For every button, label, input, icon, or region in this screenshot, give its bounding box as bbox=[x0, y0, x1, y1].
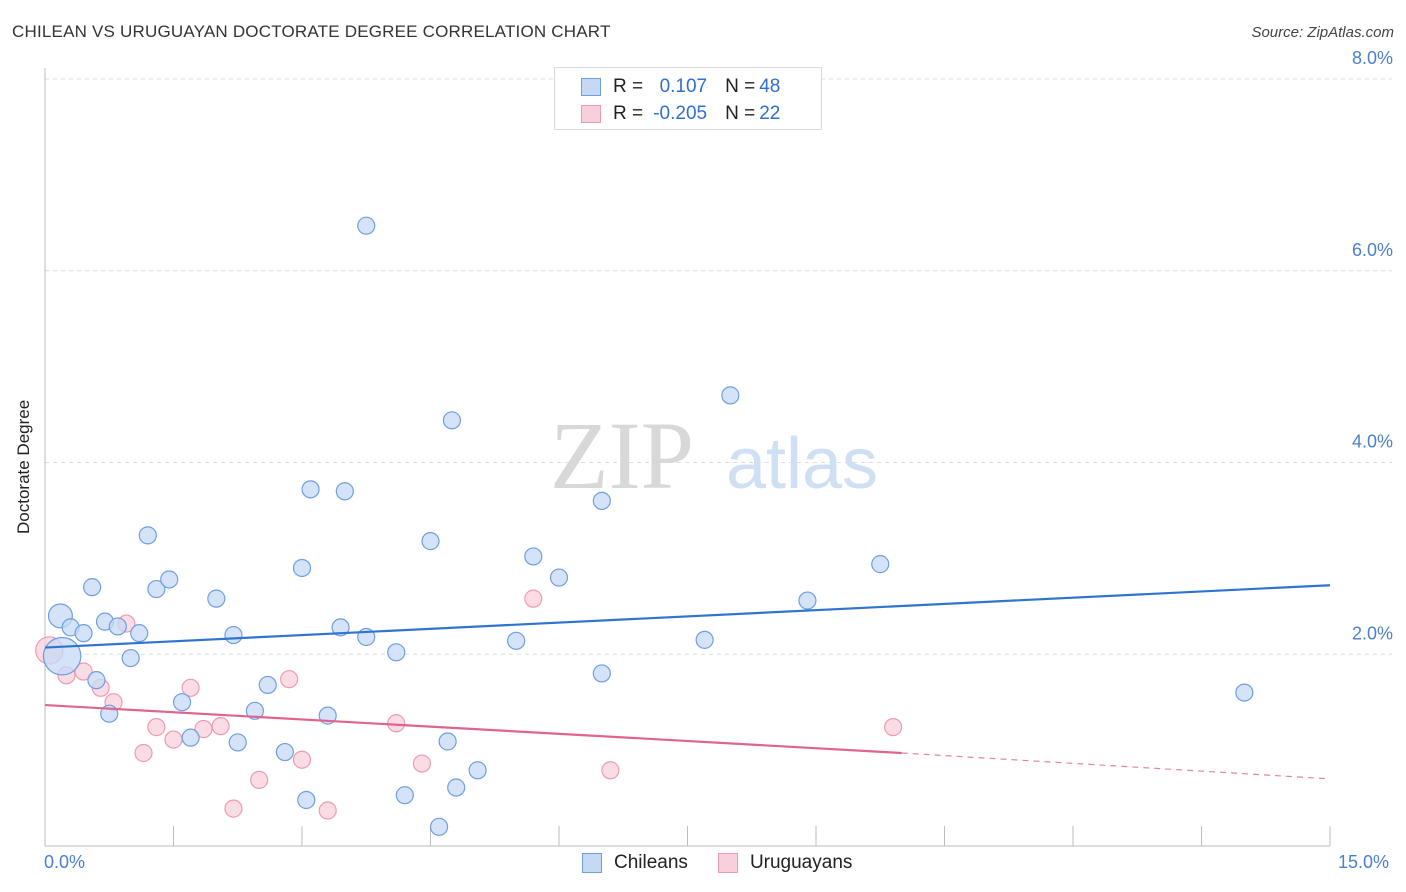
uruguayan-point bbox=[280, 670, 299, 689]
legend-label-chileans: Chileans bbox=[614, 852, 688, 873]
chilean-point bbox=[258, 675, 277, 695]
chilean-point bbox=[228, 733, 247, 752]
watermark: ZIP atlas bbox=[550, 402, 878, 509]
legend-item-chileans: Chileans bbox=[582, 852, 688, 874]
y-tick-label: 6.0% bbox=[1352, 240, 1393, 260]
chilean-point bbox=[429, 817, 449, 836]
watermark-zip: ZIP bbox=[550, 402, 694, 509]
y-tick-label: 4.0% bbox=[1352, 432, 1393, 452]
uruguayan-point bbox=[883, 718, 903, 737]
y-tick-label: 2.0% bbox=[1352, 623, 1393, 643]
chilean-point bbox=[138, 526, 157, 545]
y-tick-label: 8.0% bbox=[1352, 48, 1393, 68]
uruguayan-point bbox=[292, 750, 312, 769]
chilean-point bbox=[468, 761, 487, 780]
legend-swatch-chileans bbox=[582, 853, 602, 873]
chilean-point bbox=[592, 491, 611, 510]
legend-r-value: -0.205 bbox=[653, 103, 708, 124]
chilean-point bbox=[147, 579, 166, 599]
chilean-point bbox=[275, 742, 294, 762]
chilean-point bbox=[87, 671, 106, 690]
uruguayan-point bbox=[412, 754, 432, 773]
uruguayan-trendline bbox=[44, 703, 902, 755]
chilean-point bbox=[172, 693, 192, 712]
chilean-point bbox=[130, 624, 149, 643]
uruguayan-point bbox=[318, 801, 337, 820]
legend-r-label: R = bbox=[613, 103, 644, 124]
chilean-point bbox=[447, 778, 466, 797]
chilean-point bbox=[442, 411, 462, 430]
chilean-point bbox=[121, 648, 140, 668]
chilean-point bbox=[331, 618, 350, 637]
source-label: Source: ZipAtlas.com bbox=[1251, 24, 1394, 41]
uruguayan-point bbox=[387, 714, 406, 733]
chilean-point bbox=[387, 643, 406, 662]
legend-n-label: N = bbox=[725, 76, 756, 97]
chilean-point bbox=[357, 216, 376, 235]
chilean-point bbox=[335, 482, 354, 501]
x-axis-max-label: 15.0% bbox=[1338, 852, 1390, 872]
chilean-point bbox=[207, 589, 226, 608]
chilean-point bbox=[721, 386, 740, 405]
watermark-atlas: atlas bbox=[726, 424, 878, 504]
uruguayan-point bbox=[224, 799, 243, 818]
legend-swatch-chileans bbox=[581, 78, 601, 96]
legend-label-uruguayans: Uruguayans bbox=[749, 852, 853, 873]
chilean-point bbox=[224, 625, 243, 645]
chilean-point bbox=[83, 578, 102, 597]
chilean-point bbox=[245, 701, 264, 720]
legend-r-value: 0.107 bbox=[659, 76, 708, 97]
legend-r-label: R = bbox=[613, 76, 644, 97]
legend-n-label: N = bbox=[725, 103, 756, 124]
chilean-point bbox=[181, 728, 200, 747]
chilean-point bbox=[524, 547, 543, 566]
chilean-point bbox=[549, 568, 569, 587]
legend-row-chileans: R = 0.107 N = 48 bbox=[581, 75, 780, 99]
chilean-point bbox=[421, 532, 440, 551]
chilean-point bbox=[395, 786, 414, 805]
chilean-point bbox=[695, 630, 714, 649]
chilean-point bbox=[438, 732, 457, 751]
chilean-point bbox=[160, 570, 179, 589]
bottom-legend: Chileans Uruguayans bbox=[582, 852, 882, 874]
chilean-point bbox=[592, 664, 611, 683]
chilean-point bbox=[297, 790, 316, 810]
uruguayan-point bbox=[134, 743, 153, 763]
chilean-point bbox=[74, 624, 93, 643]
chilean-point bbox=[507, 631, 526, 650]
chilean-point bbox=[42, 636, 82, 676]
x-axis-min-label: 0.0% bbox=[44, 852, 86, 872]
legend-n-value: 22 bbox=[759, 103, 781, 124]
legend-n-value: 48 bbox=[759, 76, 781, 97]
uruguayan-point bbox=[181, 678, 200, 697]
uruguayan-point bbox=[250, 770, 269, 789]
uruguayan-trendline-extension bbox=[901, 752, 1331, 780]
stats-legend: R = 0.107 N = 48 R = -0.205 N = 22 bbox=[554, 67, 822, 130]
chilean-point bbox=[871, 555, 890, 574]
chilean-point bbox=[1235, 683, 1254, 702]
chilean-point bbox=[301, 480, 320, 499]
legend-item-uruguayans: Uruguayans bbox=[717, 852, 853, 874]
chilean-point bbox=[798, 591, 817, 610]
chilean-trendline bbox=[44, 584, 1331, 649]
uruguayan-point bbox=[74, 662, 93, 681]
chart-title: CHILEAN VS URUGUAYAN DOCTORATE DEGREE CO… bbox=[12, 22, 611, 41]
legend-row-uruguayans: R = -0.205 N = 22 bbox=[581, 102, 780, 126]
legend-swatch-uruguayans bbox=[717, 853, 738, 873]
uruguayan-point bbox=[147, 718, 166, 737]
uruguayan-point bbox=[164, 730, 183, 749]
chilean-point bbox=[292, 558, 312, 578]
uruguayan-point bbox=[601, 761, 620, 780]
legend-swatch-uruguayans bbox=[581, 105, 601, 123]
chilean-point bbox=[108, 617, 127, 636]
uruguayan-point bbox=[524, 589, 543, 608]
uruguayan-point bbox=[211, 717, 230, 736]
